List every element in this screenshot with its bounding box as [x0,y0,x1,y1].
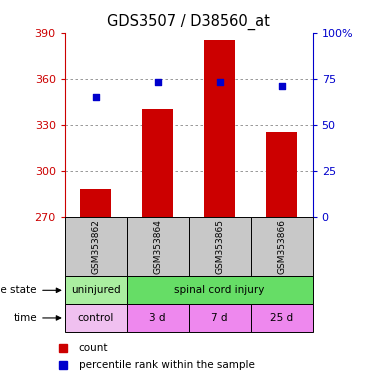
Text: control: control [78,313,114,323]
Bar [204,40,235,217]
Bar [65,217,127,276]
Text: GSM353862: GSM353862 [91,219,100,274]
Text: percentile rank within the sample: percentile rank within the sample [79,360,255,370]
Point [93,94,99,100]
Bar [189,217,251,276]
Bar [127,276,313,304]
Text: spinal cord injury: spinal cord injury [175,285,265,295]
Bar [127,217,189,276]
Bar [189,304,251,332]
Text: GSM353864: GSM353864 [153,219,162,274]
Bar [251,217,313,276]
Text: 7 d: 7 d [211,313,228,323]
Bar [266,132,297,217]
Bar [127,304,189,332]
Point [279,83,285,89]
Bar [251,304,313,332]
Bar [65,304,127,332]
Text: 25 d: 25 d [270,313,293,323]
Text: uninjured: uninjured [71,285,121,295]
Bar [65,276,127,304]
Text: 3 d: 3 d [149,313,166,323]
Bar [142,109,173,217]
Text: time: time [13,313,37,323]
Point [155,79,161,86]
Text: GSM353866: GSM353866 [277,219,286,274]
Text: GSM353865: GSM353865 [215,219,224,274]
Bar [80,189,111,217]
Text: disease state: disease state [0,285,37,295]
Point [217,79,223,86]
Text: count: count [79,343,108,353]
Title: GDS3507 / D38560_at: GDS3507 / D38560_at [107,14,270,30]
